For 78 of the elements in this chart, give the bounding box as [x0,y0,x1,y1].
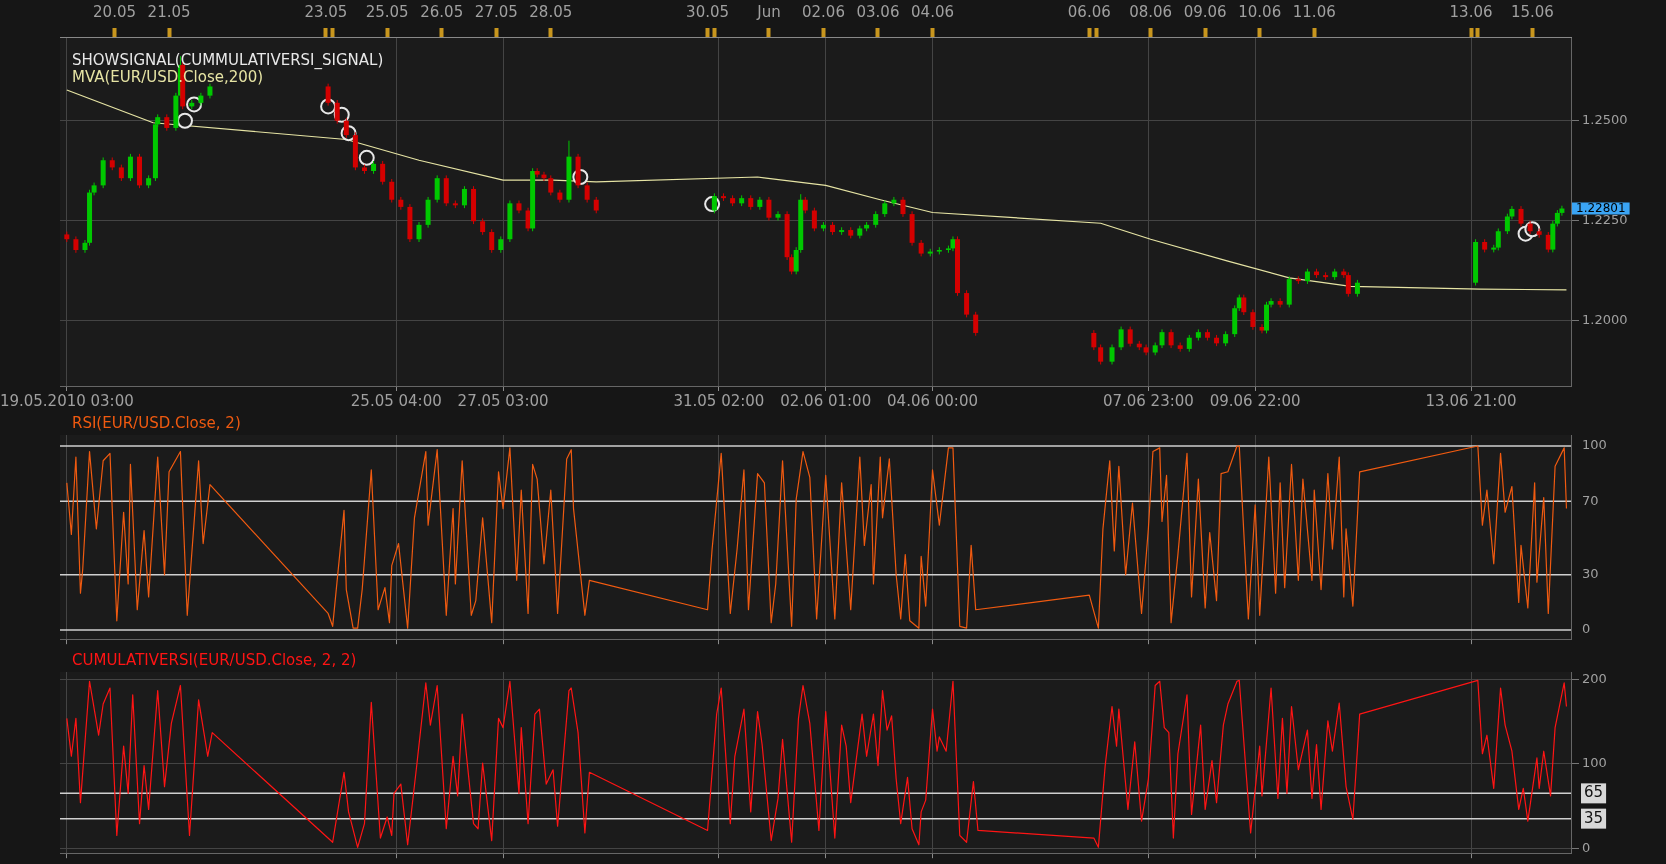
x2-tick-label: Jun [756,2,781,21]
candlestick [964,289,970,318]
candlestick [557,189,563,204]
candlestick [1159,328,1165,349]
candlestick [1345,271,1351,298]
candlestick [900,196,906,218]
x-tick-label: 13.06 21:00 [1425,391,1517,410]
x-tick-label: 04.06 00:00 [887,391,978,410]
x2-tick-label: 04.06 [911,2,954,21]
x-tick-label: 25.05 04:00 [350,391,442,410]
candlestick [127,153,133,182]
y-tick-label: 100 [1582,755,1607,771]
candlestick [1118,326,1124,351]
y-tick-label: 30 [1582,566,1599,582]
candlestick [766,196,772,221]
ref-line-label: 65 [1584,783,1604,802]
point [176,112,193,129]
candlestick [1168,328,1174,349]
x2-tick-label: 20.05 [93,2,137,21]
series-label: CUMULATIVERSI(EUR/USD.Close, 2, 2) [72,650,357,669]
x2-tick-label: 28.05 [529,2,573,21]
series-label: RSI(EUR/USD.Close, 2) [72,413,241,432]
candlestick [461,185,467,209]
x2-tick-label: 21.05 [147,2,191,21]
candlestick [416,221,422,243]
candlestick [1109,344,1115,365]
y-tick-label: 0 [1582,621,1591,637]
x2-tick-label: 09.06 [1183,2,1227,21]
candlestick [1127,326,1133,348]
candlestick [489,228,495,254]
candlestick [584,182,590,204]
candlestick [343,117,349,139]
x-tick-label: 07.06 23:00 [1102,391,1194,410]
candlestick [775,210,781,221]
candlestick [1518,205,1524,227]
x-tick-label: 31.05 02:00 [673,391,765,410]
candlestick [1250,308,1256,331]
x2-tick-label: 23.05 [304,2,348,21]
candlestick [1259,323,1265,334]
x2-tick-label: 06.06 [1067,2,1111,21]
candlestick [1527,220,1533,235]
candlestick [1241,294,1247,316]
candlestick [334,99,340,125]
candlestick [389,178,395,204]
candlestick [973,311,979,337]
x2-tick-label: 08.06 [1129,2,1173,21]
candlestick [711,192,717,214]
candlestick [811,207,817,232]
candlestick [434,174,440,204]
point [358,149,375,166]
x-tick-label: 27.05 03:00 [457,391,549,410]
x2-tick-label: 15.06 [1510,2,1554,21]
candlestick [325,83,331,107]
candlestick [198,92,204,107]
candlestick [1143,344,1149,356]
x2-tick-label: 03.06 [856,2,900,21]
y-tick-label: 1.2000 [1582,311,1628,327]
candlestick [548,174,554,196]
x-tick-label: 09.06 22:00 [1209,391,1301,410]
y-tick-label: 200 [1582,670,1607,686]
candlestick [1098,344,1104,365]
x2-tick-label: 25.05 [365,2,409,21]
candlestick [1091,329,1097,351]
x2-tick-label: 30.05 [686,2,730,21]
x2-tick-label: 27.05 [474,2,518,21]
x-tick-label: 19.05.2010 03:00 [0,391,134,410]
x2-tick-label: 26.05 [420,2,464,21]
y-tick-label: 1.2500 [1582,112,1628,128]
ref-line-label: 35 [1584,808,1604,827]
y-tick-label: 100 [1582,437,1607,453]
y-tick-label: 0 [1582,839,1591,855]
x2-tick-label: 13.06 [1449,2,1493,21]
candlestick [380,160,386,186]
x2-tick-label: 10.06 [1238,2,1282,21]
y-tick-label: 70 [1582,492,1599,508]
x2-tick-label: 11.06 [1292,2,1336,21]
x-tick-label: 02.06 01:00 [780,391,872,410]
x2-tick-label: 02.06 [801,2,845,21]
